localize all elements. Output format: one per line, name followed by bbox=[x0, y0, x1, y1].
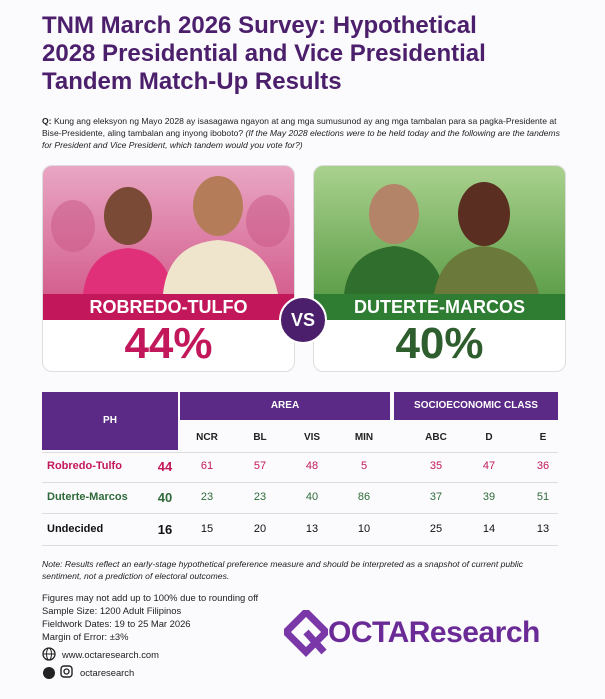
row-label: Undecided bbox=[47, 523, 104, 535]
ph-value: 16 bbox=[157, 522, 173, 537]
tandem-card: ROBREDO-TULFO 44% bbox=[42, 165, 295, 372]
table-value: 36 bbox=[536, 460, 550, 472]
column-header: D bbox=[485, 432, 493, 443]
table-value: 13 bbox=[536, 523, 550, 535]
tandem-name: ROBREDO-TULFO bbox=[43, 294, 294, 320]
row-divider bbox=[42, 452, 558, 453]
title-line: 2028 Presidential and Vice Presidential bbox=[42, 40, 486, 67]
question-english: (If the May 2028 elections were to be he… bbox=[42, 128, 560, 150]
table-value: 39 bbox=[482, 491, 496, 503]
tandem-result: 40% bbox=[395, 319, 484, 368]
group-header: SOCIOECONOMIC CLASS bbox=[394, 392, 558, 420]
logo-text: OCTAResearch bbox=[328, 616, 540, 649]
group-header: AREA bbox=[180, 392, 390, 420]
vs-badge: VS bbox=[279, 296, 327, 344]
ph-value: 44 bbox=[157, 459, 173, 474]
column-header: VIS bbox=[303, 432, 321, 443]
question-label: Q: bbox=[42, 116, 52, 126]
table-value: 40 bbox=[305, 491, 319, 503]
question-tagalog: Kung ang eleksyon ng Mayo 2028 ay isasag… bbox=[42, 116, 557, 138]
table-value: 51 bbox=[536, 491, 550, 503]
table-value: 47 bbox=[482, 460, 496, 472]
table-value: 5 bbox=[360, 460, 368, 472]
detail: Figures may not add up to 100% due to ro… bbox=[42, 592, 259, 603]
title-line: Tandem Match-Up Results bbox=[42, 68, 342, 95]
table-value: 23 bbox=[200, 491, 214, 503]
tandem-result: 44% bbox=[124, 319, 213, 368]
table-value: 57 bbox=[253, 460, 267, 472]
tandem-name: DUTERTE-MARCOS bbox=[314, 294, 565, 320]
detail: Margin of Error: ±3% bbox=[42, 631, 129, 642]
detail: Sample Size: 1200 Adult Filipinos bbox=[42, 605, 182, 616]
table-value: 86 bbox=[357, 491, 371, 503]
column-header: MIN bbox=[354, 432, 374, 443]
table-value: 20 bbox=[253, 523, 267, 535]
column-header: BL bbox=[253, 432, 267, 443]
logo-mark bbox=[284, 610, 328, 657]
table-value: 14 bbox=[482, 523, 496, 535]
table-value: 48 bbox=[305, 460, 319, 472]
column-header: NCR bbox=[196, 432, 218, 443]
table-value: 37 bbox=[429, 491, 443, 503]
row-label: Duterte-Marcos bbox=[47, 491, 128, 503]
table-value: 15 bbox=[200, 523, 214, 535]
table-value: 35 bbox=[429, 460, 443, 472]
title-line: TNM March 2026 Survey: Hypothetical bbox=[42, 12, 477, 39]
row-divider bbox=[42, 545, 558, 546]
table-value: 13 bbox=[305, 523, 319, 535]
table-corner: PH bbox=[42, 392, 178, 450]
row-divider bbox=[42, 513, 558, 514]
contact-icons bbox=[42, 647, 56, 679]
row-label: Robredo-Tulfo bbox=[47, 460, 122, 472]
detail: Fieldwork Dates: 19 to 25 Mar 2026 bbox=[42, 618, 191, 629]
table-value: 23 bbox=[253, 491, 267, 503]
photo-placeholder bbox=[43, 166, 294, 294]
table-value: 10 bbox=[357, 523, 371, 535]
social-handle: octaresearch bbox=[80, 667, 135, 678]
ph-value: 40 bbox=[157, 490, 173, 505]
tandem-card: DUTERTE-MARCOS 40% bbox=[313, 165, 566, 372]
column-header: E bbox=[539, 432, 547, 443]
photo-placeholder bbox=[314, 166, 565, 294]
question: Q: Kung ang eleksyon ng Mayo 2028 ay isa… bbox=[42, 115, 567, 151]
table-value: 61 bbox=[200, 460, 214, 472]
instagram-icon bbox=[60, 665, 73, 678]
title: TNM March 2026 Survey: Hypothetical 2028… bbox=[42, 12, 582, 96]
table-value: 25 bbox=[429, 523, 443, 535]
column-header: ABC bbox=[425, 432, 447, 443]
note: Note: Results reflect an early-stage hyp… bbox=[42, 559, 524, 581]
website: www.octaresearch.com bbox=[62, 649, 159, 660]
row-divider bbox=[42, 482, 558, 483]
